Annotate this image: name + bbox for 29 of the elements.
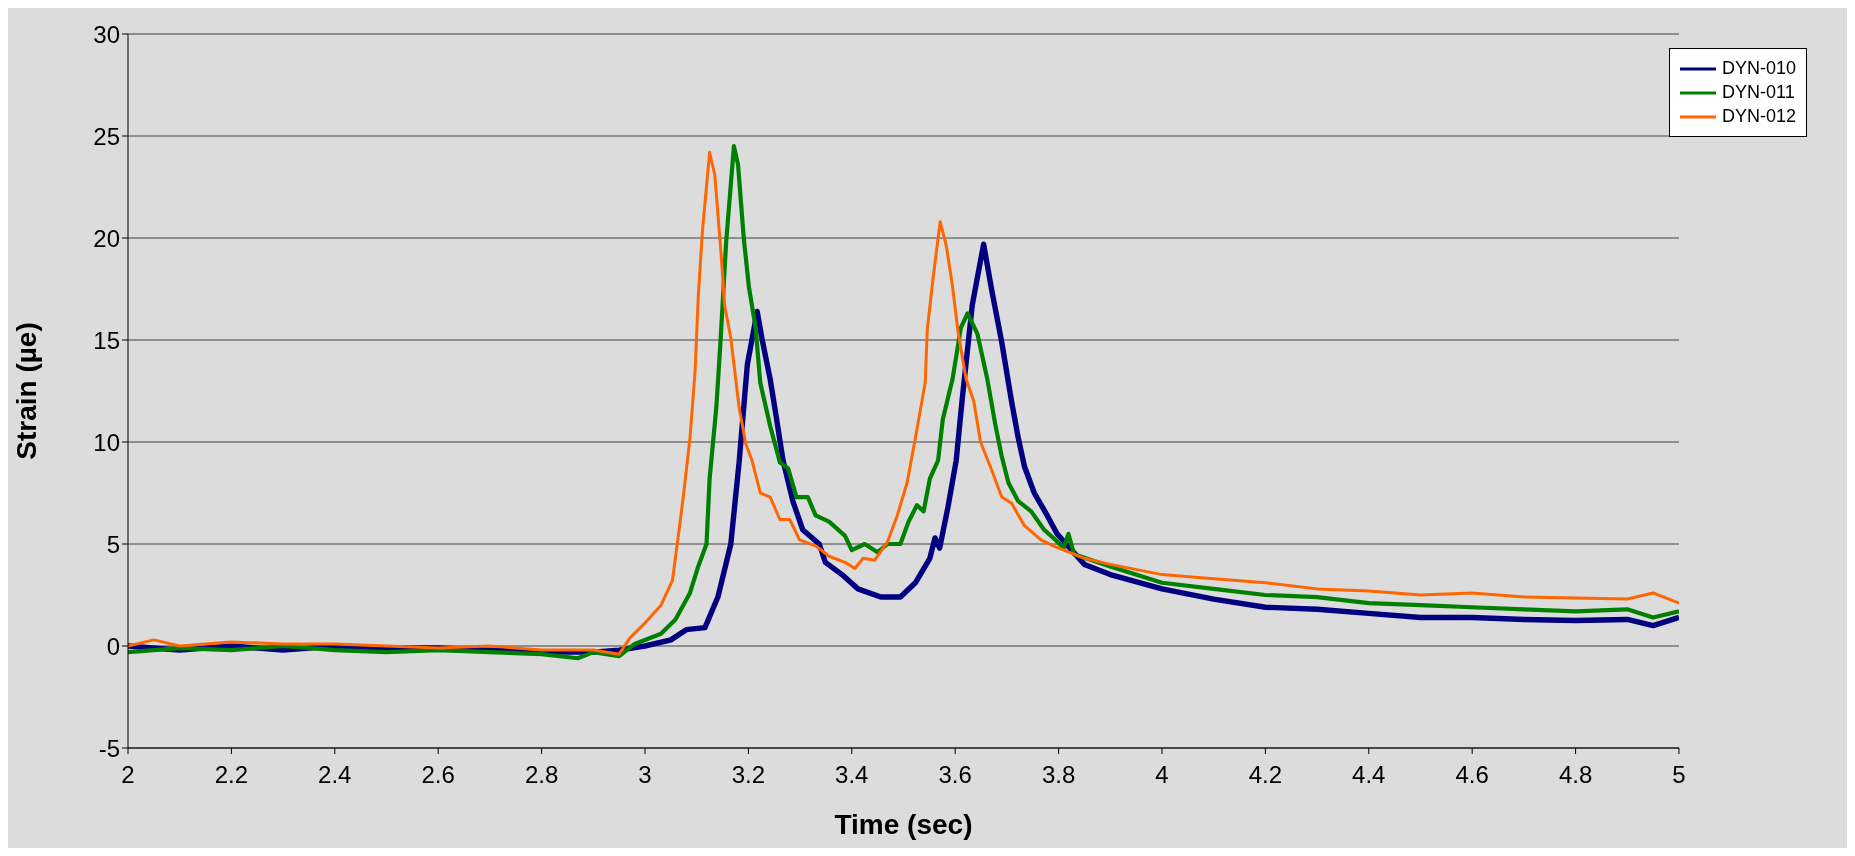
x-tick-label: 4.2	[1248, 761, 1283, 789]
y-tick-label: 20	[93, 224, 120, 252]
x-tick-label: 2.2	[214, 761, 249, 789]
x-tick-label: 3.8	[1041, 761, 1076, 789]
y-tick-label: 0	[106, 632, 120, 660]
y-tick-label: 25	[93, 122, 120, 150]
x-tick-label: 5	[1672, 761, 1686, 789]
y-tick-label: -5	[98, 734, 120, 762]
x-tick-label: 3.2	[731, 761, 766, 789]
x-axis-title: Time (sec)	[834, 809, 973, 840]
legend-label: DYN-012	[1721, 106, 1796, 127]
x-tick-label: 4	[1155, 761, 1169, 789]
x-tick-label: 3.4	[835, 761, 869, 789]
x-tick-label: 4.8	[1558, 761, 1593, 789]
y-tick-label: 30	[93, 20, 120, 48]
x-tick-label: 2.4	[318, 761, 352, 789]
x-tick-label: 3	[638, 761, 652, 789]
x-tick-label: 3.6	[938, 761, 972, 789]
y-tick-label: 5	[106, 530, 120, 558]
legend-label: DYN-011	[1721, 82, 1795, 103]
x-tick-label: 4.4	[1352, 761, 1386, 789]
y-axis-title: Strain (µe)	[10, 322, 42, 460]
x-tick-label: 2	[121, 761, 135, 789]
y-tick-label: 15	[93, 326, 120, 354]
x-tick-label: 2.8	[524, 761, 559, 789]
legend-label: DYN-010	[1721, 58, 1796, 79]
y-tick-label: 10	[93, 428, 120, 456]
x-tick-label: 4.6	[1455, 761, 1489, 789]
x-tick-label: 2.6	[421, 761, 455, 789]
